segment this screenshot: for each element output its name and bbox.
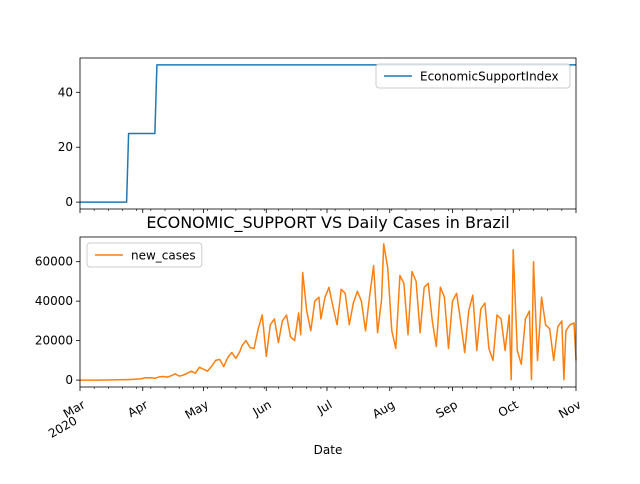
plot-frame [79,57,577,210]
chart-title: ECONOMIC_SUPPORT VS Daily Cases in Brazi… [146,213,509,233]
x-tick-label: Jul [314,397,334,417]
series-line-EconomicSupportIndex [80,64,576,203]
y-tick-label: 0 [65,195,73,209]
x-tick-label: Nov [556,397,583,421]
legend-label: EconomicSupportIndex [420,70,559,84]
economic-support-axes: 0 20 40 EconomicSupportIndex [58,57,577,213]
series-line-new_cases [80,243,577,381]
legend: EconomicSupportIndex [375,63,571,89]
legend-label: new_cases [131,249,196,263]
x-tick-label: Apr [125,397,150,420]
y-tick-label: 60000 [35,255,73,269]
legend-box [86,242,203,268]
y-tick-label: 0 [65,373,73,387]
legend-box [375,63,571,89]
y-tick-label: 20 [58,140,73,154]
x-tick-label: Aug [370,397,397,421]
x-tick-label: Oct [496,397,521,420]
plot-frame [79,236,577,388]
legend: new_cases [86,242,203,268]
y-tick-label: 40 [58,85,73,99]
x-tick-sublabel: 2020 [46,413,79,440]
y-tick-label: 20000 [35,334,73,348]
x-tick-label: Sep [433,397,460,420]
x-tick-label: Jun [250,397,274,419]
y-tick-label: 40000 [35,294,73,308]
x-axis-label: Date [314,443,343,457]
x-tick-label: May [183,397,211,422]
